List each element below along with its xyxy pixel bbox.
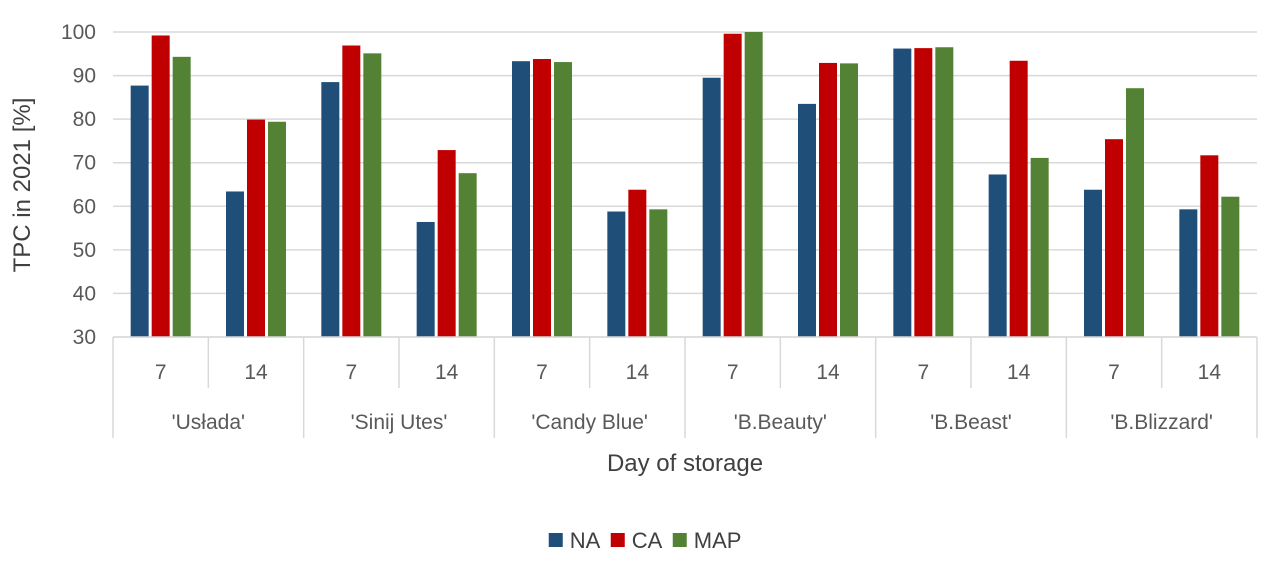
bar-ca-3 [437, 150, 456, 337]
x-tick-label-cultivar: 'B.Beast' [930, 411, 1012, 434]
bar-ca-5 [628, 189, 647, 337]
x-tick-label-day: 14 [816, 361, 840, 384]
x-tick-label-day: 7 [155, 361, 167, 384]
y-tick-label: 30 [73, 326, 96, 349]
legend-label-na: NA [570, 528, 601, 553]
bar-na-2 [321, 82, 340, 337]
x-tick-label-day: 7 [1108, 361, 1120, 384]
x-tick-label-day: 7 [536, 361, 548, 384]
x-tick-label-cultivar: 'Sinij Utes' [351, 411, 448, 434]
legend-label-ca: CA [632, 528, 663, 553]
bar-map-2 [363, 53, 382, 337]
legend-label-map: MAP [694, 528, 742, 553]
bar-ca-8 [914, 48, 933, 337]
bar-map-10 [1126, 88, 1144, 337]
bar-map-7 [840, 63, 858, 337]
legend: NA CA MAP [548, 528, 742, 553]
bar-na-7 [798, 103, 816, 338]
bar-na-8 [893, 48, 912, 338]
bar-map-4 [554, 62, 572, 338]
bar-na-9 [988, 174, 1007, 337]
bar-map-5 [649, 209, 668, 337]
x-axis-title: Day of storage [607, 450, 763, 477]
bar-map-9 [1030, 157, 1049, 337]
x-tick-label-cultivar: 'B.Beauty' [734, 411, 827, 434]
y-tick-label: 70 [73, 152, 96, 175]
bar-na-3 [416, 221, 435, 337]
x-tick-label-day: 14 [1198, 361, 1222, 384]
y-tick-label: 60 [73, 195, 96, 218]
axes: 30 40 50 60 70 80 90 100 7 14 7 14 7 14 7 14 7 14 7 14 'Usła… [61, 21, 1258, 438]
bar-na-6 [702, 77, 721, 337]
x-tick-label-day: 7 [727, 361, 739, 384]
bar-na-0 [130, 85, 149, 337]
bar-ca-7 [819, 62, 837, 337]
legend-swatch-map [672, 533, 687, 547]
bar-map-0 [172, 56, 191, 337]
x-tick-label-day: 14 [435, 361, 459, 384]
bar-ca-9 [1009, 60, 1028, 337]
bar-ca-10 [1105, 139, 1123, 337]
bar-na-11 [1179, 209, 1198, 337]
y-tick-label: 40 [73, 282, 96, 305]
bar-ca-11 [1200, 155, 1219, 337]
bar-map-11 [1221, 196, 1240, 337]
x-tick-label-cultivar: 'B.Blizzard' [1110, 411, 1213, 434]
bar-map-3 [458, 173, 477, 337]
x-tick-label-day: 14 [626, 361, 650, 384]
x-tick-label-cultivar: 'Usłada' [172, 411, 245, 434]
x-tick-label-day: 14 [244, 361, 268, 384]
bar-ca-1 [247, 119, 265, 337]
gridlines [113, 31, 1257, 338]
x-tick-label-cultivar: 'Candy Blue' [531, 411, 648, 434]
bar-na-1 [226, 191, 244, 337]
bar-ca-4 [533, 59, 551, 338]
y-axis-title: TPC in 2021 [%] [9, 98, 36, 273]
bar-ca-0 [151, 35, 170, 337]
bar-ca-6 [723, 33, 742, 337]
x-tick-label-day: 14 [1007, 361, 1031, 384]
legend-swatch-na [548, 533, 563, 547]
legend-swatch-ca [610, 533, 625, 547]
y-tick-label: 80 [73, 108, 96, 131]
x-tick-label-day: 7 [917, 361, 929, 384]
bar-map-8 [935, 47, 954, 337]
bar-na-5 [607, 211, 626, 337]
x-tick-label-day: 7 [345, 361, 357, 384]
bar-na-10 [1084, 189, 1102, 337]
bar-na-4 [512, 61, 530, 337]
y-tick-label: 50 [73, 239, 96, 262]
bar-map-1 [268, 121, 286, 337]
y-tick-label: 90 [73, 65, 96, 88]
y-tick-label: 100 [61, 21, 96, 44]
bar-ca-2 [342, 45, 361, 337]
bars [130, 32, 1240, 338]
bar-map-6 [744, 32, 763, 337]
